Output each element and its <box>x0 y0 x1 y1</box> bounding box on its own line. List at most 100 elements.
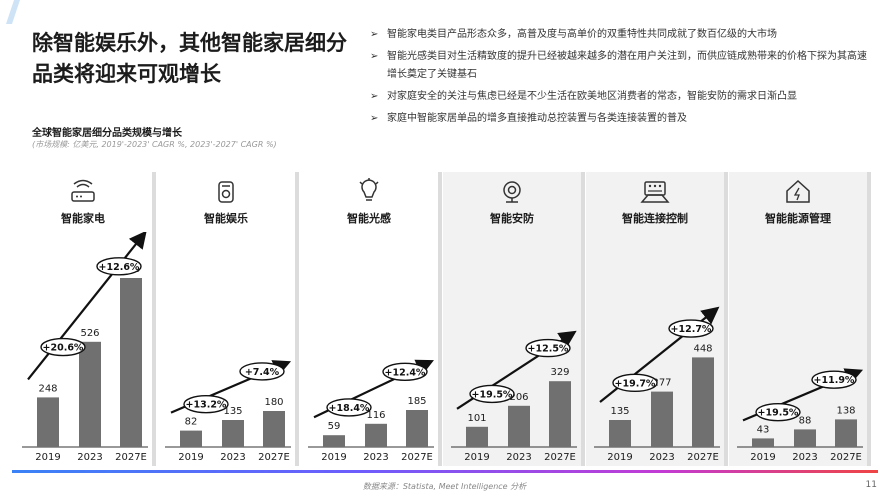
bullet-text: 智能家电类目产品形态众多，高普及度与高单价的双重特性共同成就了数百亿级的大市场 <box>387 29 777 40</box>
cagr-label: +19.7% <box>615 378 656 389</box>
data-label: 526 <box>80 328 99 339</box>
bar <box>120 278 142 447</box>
cagr-badge <box>811 370 857 389</box>
x-tick-label: 2023 <box>792 452 817 463</box>
page-title: 除智能娱乐外，其他智能家居细分品类将迎来可观增长 <box>32 31 347 86</box>
bar <box>263 411 285 447</box>
panel-divider <box>581 172 585 466</box>
bar-chart-smart-energy: 43 2019 88 2023 138 2027E +19.5% +11.9% <box>737 368 864 463</box>
x-tick-label: 2023 <box>77 452 102 463</box>
data-label: 43 <box>757 424 770 435</box>
bar <box>222 420 244 447</box>
cagr-badge <box>469 384 515 404</box>
control-panel-icon <box>640 181 670 203</box>
bar <box>466 426 488 447</box>
panel-divider <box>438 172 442 466</box>
bar <box>609 420 631 447</box>
data-label: 135 <box>610 406 629 417</box>
data-label: 329 <box>550 367 569 378</box>
bar <box>79 341 101 447</box>
cagr-badge <box>668 319 714 338</box>
bar <box>692 357 714 447</box>
bar-chart-smart-lighting: 59 2019 116 2023 185 2027E +18.4% +12.4% <box>308 359 434 463</box>
bullet-text: 智能光感类目对生活精致度的提升已经被越来越多的潜在用户关注到，而供应链成熟带来的… <box>387 51 867 80</box>
bar <box>323 435 345 447</box>
bar <box>37 397 59 447</box>
cagr-badge <box>382 362 428 382</box>
bar-chart-smart-connectivity: 135 2019 277 2023 448 2027E +19.7% +12.7% <box>594 306 720 463</box>
cagr-badge <box>612 373 658 393</box>
cagr-badge <box>239 362 285 381</box>
router-icon <box>71 179 95 202</box>
home-energy-icon <box>786 179 810 203</box>
x-tick-label: 2019 <box>178 452 203 463</box>
data-label: 82 <box>185 417 198 428</box>
data-label: 185 <box>407 396 426 407</box>
bullet-text: 家庭中智能家居单品的增多直接推动总控装置与各类连接装置的普及 <box>387 113 687 124</box>
x-tick-label: 2023 <box>506 452 531 463</box>
bar-chart-smart-entertainment: 82 2019 135 2023 180 2027E +13.2% +7.4% <box>165 360 292 463</box>
bar <box>406 410 428 447</box>
cagr-badge <box>40 337 86 357</box>
cagr-label: +12.4% <box>385 367 426 378</box>
data-label: 59 <box>328 421 341 432</box>
bulb-icon <box>359 178 379 201</box>
list-item: ➢ 对家庭安全的关注与焦虑已经是不少生活在欧美地区消费者的常态，智能安防的需求日渐… <box>368 88 868 106</box>
panel-title: 智能光感 <box>347 212 391 225</box>
bullet-text: 对家庭安全的关注与焦虑已经是不少生活在欧美地区消费者的常态，智能安防的需求日渐凸… <box>387 91 797 102</box>
x-tick-label: 2019 <box>35 452 60 463</box>
x-tick-label: 2019 <box>321 452 346 463</box>
data-source-note: 数据来源：Statista, Meet Intelligence 分析 <box>362 482 527 491</box>
bar <box>651 391 673 447</box>
data-label: 180 <box>264 397 283 408</box>
page-number: 11 <box>865 480 877 490</box>
bar <box>180 430 202 447</box>
panel-smart-security: 智能安防 101 2019 206 2023 329 2027E +19.5% +12.5% <box>443 172 581 466</box>
bar <box>794 429 816 447</box>
panel-smart-lighting: 智能光感 59 2019 116 2023 185 2027E +18.4% +12.4% <box>300 172 438 466</box>
data-label: 101 <box>467 413 486 424</box>
bar <box>365 423 387 447</box>
x-tick-label: 2027E <box>401 452 433 463</box>
x-tick-label: 2019 <box>607 452 632 463</box>
cagr-label: +20.6% <box>43 343 84 354</box>
data-label: 277 <box>652 378 671 389</box>
x-tick-label: 2023 <box>649 452 674 463</box>
speaker-icon <box>218 181 234 203</box>
bar <box>508 405 530 447</box>
cagr-label: +18.4% <box>329 403 370 414</box>
panel-title: 智能娱乐 <box>204 212 248 225</box>
panel-divider <box>295 172 299 466</box>
data-label: 138 <box>836 405 855 416</box>
data-label: 448 <box>693 343 712 354</box>
arrow-bullet-icon: ➢ <box>370 113 379 124</box>
cagr-label: +7.4% <box>245 367 280 378</box>
data-label: 135 <box>223 406 242 417</box>
panel-title: 智能安防 <box>490 212 534 225</box>
panel-smart-appliances: 智能家电 248201952620238452027E+20.6%+12.6% <box>14 172 152 466</box>
cagr-badge <box>183 394 229 414</box>
list-item: ➢ 家庭中智能家居单品的增多直接推动总控装置与各类连接装置的普及 <box>368 110 868 128</box>
panel-title: 智能连接控制 <box>622 212 688 225</box>
chart-section-title: 全球智能家居细分品类规模与增长 <box>32 128 182 139</box>
cagr-badge <box>525 338 571 358</box>
data-label: 116 <box>366 410 385 421</box>
cagr-badge <box>755 402 801 422</box>
x-tick-label: 2023 <box>220 452 245 463</box>
cagr-badge <box>96 257 142 276</box>
arrow-bullet-icon: ➢ <box>370 29 379 40</box>
cagr-label: +12.5% <box>528 344 569 355</box>
footer-accent-bar <box>12 470 878 473</box>
cagr-label: +13.2% <box>186 400 227 411</box>
x-tick-label: 2027E <box>115 452 147 463</box>
key-findings-list: ➢ 智能家电类目产品形态众多，高普及度与高单价的双重特性共同成就了数百亿级的大市场… <box>368 26 868 132</box>
bar-chart-smart-security: 101 2019 206 2023 329 2027E +19.5% +12.5% <box>451 330 577 463</box>
cagr-label: +12.6% <box>99 262 140 273</box>
x-tick-label: 2027E <box>830 452 862 463</box>
cagr-badge <box>326 398 372 417</box>
cagr-label: +19.5% <box>472 389 513 400</box>
panel-smart-energy: 智能能源管理 43 2019 88 2023 138 2027E +19.5% +11.9% <box>729 172 867 466</box>
panel-title: 智能家电 <box>61 212 105 225</box>
list-item: ➢ 智能家电类目产品形态众多，高普及度与高单价的双重特性共同成就了数百亿级的大市场 <box>368 26 868 44</box>
panel-smart-entertainment: 智能娱乐 82 2019 135 2023 180 2027E +13.2% +7.4% <box>157 172 295 466</box>
